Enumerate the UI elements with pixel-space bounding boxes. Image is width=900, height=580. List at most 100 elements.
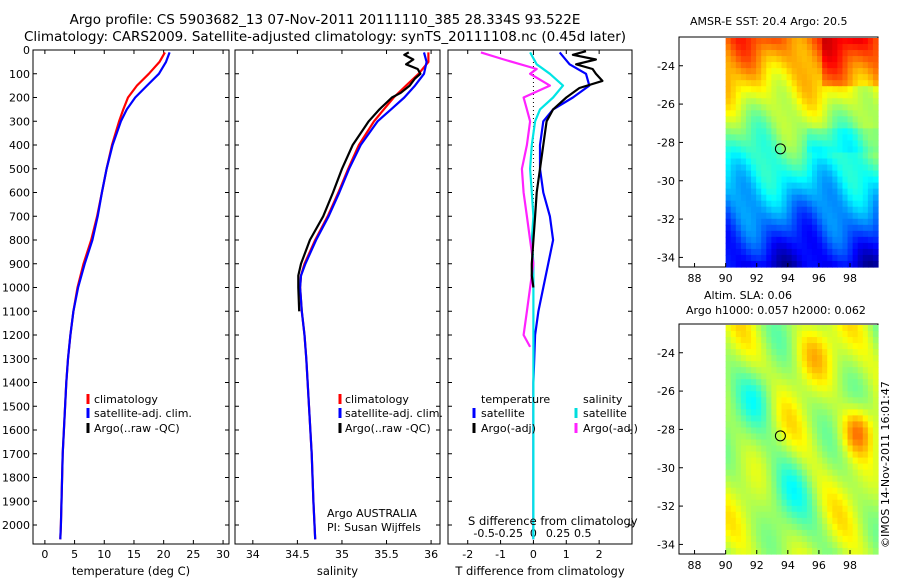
map-cell — [776, 110, 783, 117]
map-cell — [771, 493, 778, 501]
map-cell — [771, 415, 778, 423]
map-cell — [781, 421, 788, 429]
map-cell — [872, 439, 879, 447]
map-cell — [756, 92, 762, 99]
map-cell — [740, 493, 747, 501]
map-cell — [811, 475, 818, 483]
map-cell — [827, 242, 833, 250]
sst-map: 88 90 92 94 96 98-24-26-28-30-32-34 — [657, 36, 879, 285]
map-cell — [745, 361, 752, 368]
map-cell — [811, 248, 818, 256]
map-cell — [766, 170, 772, 178]
map-cell — [822, 182, 828, 190]
map-cell — [745, 212, 752, 220]
map-cell — [806, 397, 813, 404]
map-cell — [786, 343, 793, 350]
map-cell — [735, 164, 742, 172]
map-cell — [822, 116, 828, 123]
map-cell — [796, 511, 803, 519]
map-cell — [847, 433, 854, 441]
map-cell — [857, 343, 864, 350]
map-cell — [740, 541, 747, 549]
map-cell — [776, 397, 783, 404]
map-cell — [822, 104, 828, 111]
map-cell — [811, 523, 818, 531]
map-cell — [766, 373, 772, 380]
map-cell — [740, 116, 747, 123]
map-cell — [837, 38, 844, 45]
map-cell — [771, 254, 778, 262]
map-cell — [766, 379, 772, 386]
map-cell — [796, 379, 803, 386]
map-cell — [811, 254, 818, 262]
map-cell — [872, 493, 879, 501]
map-cell — [842, 337, 849, 344]
map-cell — [756, 469, 762, 477]
map-cell — [847, 38, 854, 45]
map-cell — [761, 170, 767, 178]
map-cell — [862, 523, 869, 531]
map-cell — [751, 511, 757, 519]
map-cell — [801, 242, 808, 250]
map-cell — [791, 415, 798, 423]
map-cell — [842, 361, 849, 368]
map-cell — [730, 349, 737, 356]
map-cell — [776, 337, 783, 344]
map-cell — [852, 116, 859, 123]
map-cell — [811, 463, 818, 471]
map-cell — [857, 182, 864, 190]
map-cell — [796, 367, 803, 374]
map-cell — [766, 493, 772, 501]
map-cell — [771, 188, 778, 196]
map-cell — [766, 541, 772, 549]
map-cell — [786, 409, 793, 416]
map-cell — [791, 517, 798, 525]
x-tick-label: 2 — [596, 548, 603, 561]
map-cell — [751, 104, 757, 111]
map-cell — [852, 487, 859, 495]
map-cell — [730, 134, 737, 142]
map-cell — [740, 194, 747, 202]
map-cell — [822, 254, 828, 262]
map-cell — [771, 403, 778, 410]
map-cell — [832, 499, 838, 507]
map-cell — [852, 535, 859, 543]
map-cell — [786, 50, 793, 57]
map-cell — [745, 254, 752, 262]
map-cell — [806, 62, 813, 69]
map-cell — [771, 128, 778, 136]
map-cell — [867, 361, 874, 368]
map-cell — [751, 523, 757, 531]
map-cell — [827, 140, 833, 148]
map-cell — [852, 367, 859, 374]
map-cell — [832, 493, 838, 501]
map-cell — [781, 403, 788, 410]
map-cell — [822, 361, 828, 368]
map-cell — [781, 188, 788, 196]
map-cell — [725, 236, 732, 244]
map-x-tick-label: 98 — [843, 559, 857, 572]
map-cell — [745, 529, 752, 537]
map-cell — [771, 445, 778, 453]
map-cell — [842, 481, 849, 489]
map-cell — [822, 499, 828, 507]
map-cell — [837, 104, 844, 111]
map-cell — [766, 182, 772, 190]
map-cell — [786, 517, 793, 525]
map-cell — [766, 325, 772, 332]
map-cell — [867, 170, 874, 178]
map-cell — [811, 505, 818, 513]
s-diff-tick-label: 0.5 — [574, 527, 592, 540]
map-cell — [852, 421, 859, 429]
map-cell — [771, 194, 778, 202]
map-cell — [751, 182, 757, 190]
map-cell — [761, 451, 767, 459]
map-cell — [791, 236, 798, 244]
map-cell — [725, 511, 732, 519]
map-cell — [822, 535, 828, 543]
map-cell — [842, 445, 849, 453]
map-cell — [776, 176, 783, 184]
map-cell — [806, 134, 813, 142]
map-cell — [822, 409, 828, 416]
map-cell — [781, 200, 788, 208]
